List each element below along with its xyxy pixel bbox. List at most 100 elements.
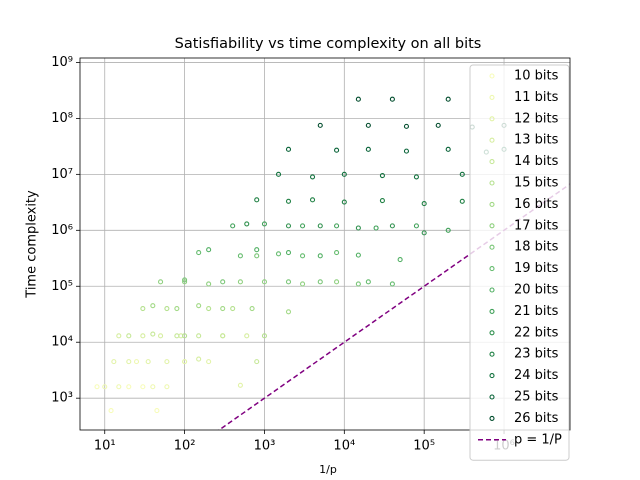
point [174,333,180,339]
legend: 10 bits 11 bits 12 bits 13 bits 14 bits 15 bi… [469,64,570,461]
point [220,305,226,312]
legend-swatch [489,373,495,379]
point [275,251,282,257]
legend-swatch [489,244,495,250]
point [403,148,410,154]
legend-label: 17 bits [514,218,559,233]
point [150,331,156,337]
point [220,333,226,339]
point [182,279,188,285]
point [145,359,151,365]
point [285,309,292,315]
point [413,223,419,229]
legend-label: 12 bits [514,111,559,126]
point [254,197,260,203]
point [254,253,260,259]
point [365,122,371,128]
point [164,305,170,312]
point [445,227,451,233]
point [164,359,170,365]
x-tick-label: 10⁵ [413,439,435,454]
legend-swatch [489,394,495,400]
y-tick-label: 10⁹ [51,55,73,70]
legend-swatch [489,180,495,186]
x-tick-label: 10¹ [94,439,116,454]
point [237,382,243,388]
y-axis-label: Time complexity [25,190,40,299]
point [206,305,212,312]
point [206,247,212,253]
point [196,303,202,309]
point [230,305,236,312]
x-axis-label: 1/p [319,463,337,476]
point [355,252,361,258]
point [102,384,108,390]
legend-label: 25 bits [514,390,559,405]
legend-label: 19 bits [514,261,559,276]
point [244,221,250,227]
point [389,281,395,287]
point [237,279,243,285]
point [182,333,188,339]
legend-label: 13 bits [514,133,559,148]
point [379,173,385,179]
point [317,122,323,128]
legend-label: 22 bits [514,325,559,340]
legend-label: 26 bits [514,411,559,426]
point [261,221,268,227]
point [334,223,340,229]
point [94,384,100,390]
point [116,333,122,339]
point [230,223,236,229]
point [445,96,451,102]
point [459,171,465,177]
point [182,277,188,283]
point [182,359,188,365]
point [334,279,340,285]
legend-label: 11 bits [514,90,559,105]
point [389,223,395,229]
point [300,223,306,229]
legend-swatch [489,330,495,336]
point [285,250,292,256]
point [196,333,202,339]
point [334,147,340,153]
y-tick-label: 10⁸ [51,111,73,126]
point [445,146,451,152]
point [317,279,323,285]
legend-swatch [489,287,495,293]
point [126,333,132,339]
point [158,279,164,285]
point [317,223,323,229]
point [220,279,226,285]
point [158,333,164,339]
y-tick-label: 10⁵ [51,279,73,294]
point [285,223,292,229]
point [249,305,255,312]
point [261,279,268,285]
point [275,171,282,177]
legend-swatch [489,223,495,229]
y-tick-label: 10⁶ [51,223,73,238]
point [140,305,146,312]
point [285,279,292,285]
legend-swatch [489,351,495,357]
x-tick-label: 10³ [254,439,276,454]
legend-swatch [489,94,495,100]
point [334,250,340,256]
point [206,281,212,287]
point [373,225,379,231]
point [421,201,427,207]
legend-swatch [489,308,495,314]
point [261,333,268,339]
point [254,247,260,253]
legend-swatch [489,201,495,207]
y-tick-label: 10⁴ [51,335,73,350]
y-tick-label: 10⁷ [51,167,73,182]
legend-swatch [489,116,495,122]
point [341,199,347,205]
point [150,303,156,309]
point [244,333,250,339]
point [254,359,260,365]
point [300,281,306,287]
